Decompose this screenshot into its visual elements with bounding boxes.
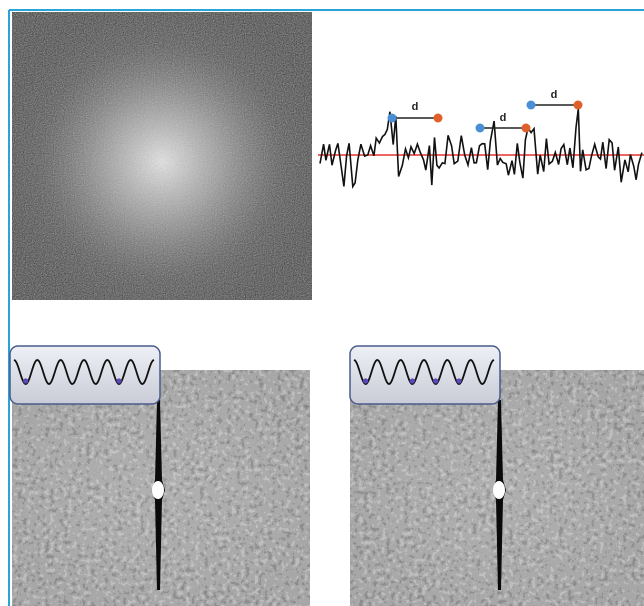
atom — [23, 378, 28, 383]
distance-label: d — [551, 89, 558, 101]
atom — [363, 378, 368, 383]
end-dot — [574, 101, 583, 110]
start-dot — [388, 114, 397, 123]
atom — [456, 378, 461, 383]
figure: d d d — [0, 0, 644, 606]
end-dot — [434, 114, 443, 123]
end-dot — [522, 124, 531, 133]
central-peak — [152, 481, 164, 499]
signal-trace — [320, 109, 642, 187]
central-peak — [493, 481, 505, 499]
distance-markers: d d d — [388, 89, 583, 133]
atom — [410, 378, 415, 383]
start-dot — [527, 101, 536, 110]
distance-label: d — [500, 112, 507, 124]
speckle-image — [12, 12, 312, 300]
atom — [116, 378, 121, 383]
distance-label: d — [412, 101, 419, 113]
atom — [433, 378, 438, 383]
correlation-panel-left — [10, 346, 310, 606]
correlation-panel-right — [350, 346, 644, 606]
start-dot — [476, 124, 485, 133]
